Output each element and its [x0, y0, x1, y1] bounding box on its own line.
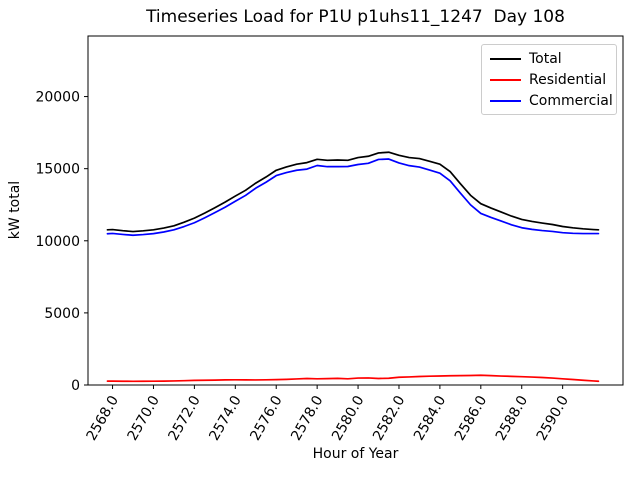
legend-item-residential: Residential	[490, 71, 608, 88]
total-line-swatch	[490, 57, 521, 60]
x-tick-label: 2568.0	[84, 393, 122, 443]
y-tick-label: 5000	[44, 306, 80, 322]
commercial-line	[106, 158, 600, 237]
legend-item-commercial: Commercial	[490, 92, 613, 109]
x-axis-label: Hour of Year	[312, 446, 399, 462]
residential-line	[106, 374, 600, 383]
x-tick-label: 2572.0	[165, 393, 203, 443]
plot-frame	[87, 35, 624, 386]
x-tick-label: 2576.0	[247, 393, 285, 443]
legend-label-total: Total	[529, 50, 562, 67]
residential-line-swatch	[490, 78, 521, 81]
x-tick-label: 2574.0	[206, 393, 244, 443]
chart-title: Timeseries Load for P1U p1uhs11_1247 Day…	[146, 7, 565, 27]
commercial-line-swatch	[490, 99, 521, 102]
x-tick-label: 2578.0	[288, 393, 326, 443]
y-tick-label: 0	[71, 378, 80, 394]
y-tick-label: 10000	[35, 234, 80, 250]
legend-label-residential: Residential	[529, 71, 607, 88]
y-tick-label: 20000	[35, 90, 80, 106]
x-tick-label: 2582.0	[370, 393, 408, 443]
legend-label-commercial: Commercial	[529, 92, 613, 109]
x-tick-label: 2590.0	[534, 393, 572, 443]
legend-item-total: Total	[490, 50, 608, 67]
y-tick-label: 15000	[35, 162, 80, 178]
x-tick-label: 2570.0	[125, 393, 163, 443]
y-axis-label: kW total	[7, 180, 23, 240]
legend: Total Residential Commercial	[481, 44, 617, 115]
x-tick-label: 2580.0	[329, 393, 367, 443]
total-line	[106, 151, 600, 233]
x-tick-label: 2584.0	[411, 393, 449, 443]
x-tick-label: 2586.0	[452, 393, 490, 443]
x-tick-label: 2588.0	[493, 393, 531, 443]
